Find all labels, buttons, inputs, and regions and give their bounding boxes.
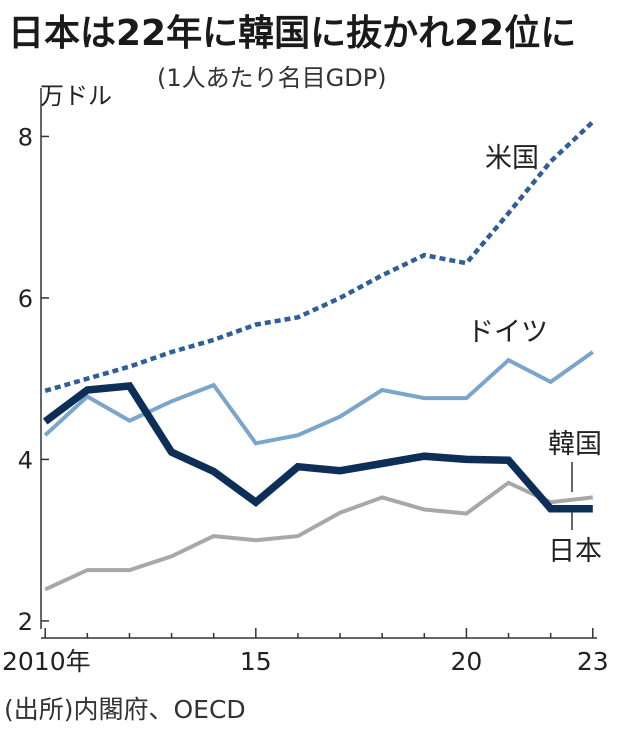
series-label-韓国: 韓国 [548, 429, 602, 460]
x-tick-label: 15 [240, 647, 272, 676]
y-tick-label: 6 [18, 285, 33, 313]
x-tick-label: 20 [451, 647, 483, 676]
y-tick-label: 4 [18, 446, 33, 474]
y-axis-unit-label: 万ドル [40, 82, 112, 110]
x-tick-label: 2010年 [2, 647, 91, 676]
series-line-日本 [42, 382, 593, 513]
series-line-ドイツ [43, 350, 594, 446]
series-label-ドイツ: ドイツ [467, 317, 548, 348]
x-tick-label: 23 [577, 647, 609, 676]
series-line-韓国 [44, 480, 594, 592]
series-label-米国: 米国 [485, 143, 539, 174]
series-line-米国 [44, 120, 595, 393]
source-note: (出所)内閣府、OECD [4, 695, 246, 724]
chart-title: 日本は22年に韓国に抜かれ22位に [8, 13, 577, 54]
y-tick-label: 8 [18, 123, 33, 151]
chart-subtitle: (1人あたり名目GDP) [157, 64, 387, 92]
y-tick-label: 2 [18, 608, 33, 636]
axes: 2 4 6 8 2010年 15 20 23 [2, 88, 609, 676]
series-layer [42, 120, 595, 592]
series-label-日本: 日本 [548, 536, 602, 567]
